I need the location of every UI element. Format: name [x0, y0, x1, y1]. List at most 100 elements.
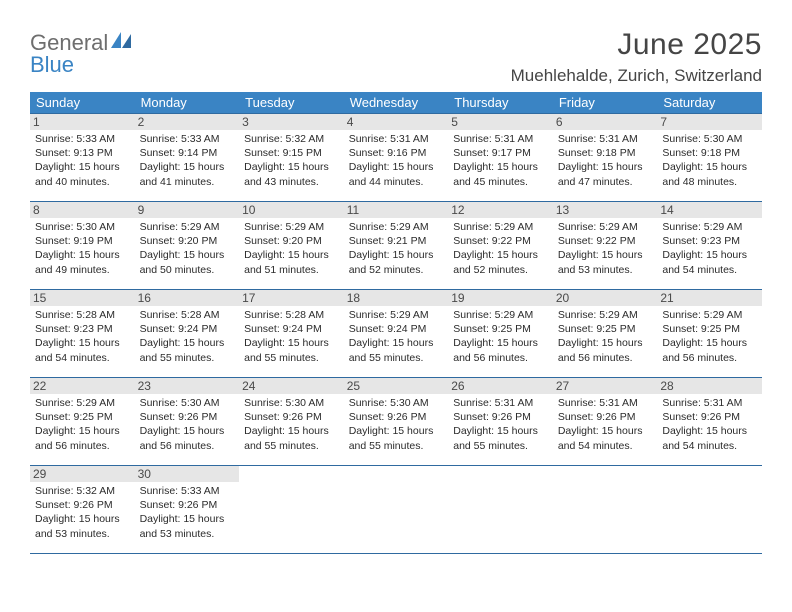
day-number: 15: [30, 290, 135, 306]
calendar-week-row: 8 Sunrise: 5:30 AMSunset: 9:19 PMDaylight…: [30, 202, 762, 290]
location-text: Muehlehalde, Zurich, Switzerland: [511, 66, 762, 86]
day-number: 22: [30, 378, 135, 394]
calendar-day-cell: 14 Sunrise: 5:29 AMSunset: 9:23 PMDayligh…: [657, 202, 762, 290]
day-number: 9: [135, 202, 240, 218]
calendar-day-cell: 24Sunrise: 5:30 AMSunset: 9:26 PMDayligh…: [239, 378, 344, 466]
day-details: Sunrise: 5:29 AMSunset: 9:22 PMDaylight:…: [453, 220, 548, 277]
day-details: Sunrise: 5:29 AMSunset: 9:25 PMDaylight:…: [662, 308, 757, 365]
calendar-body: 1Sunrise: 5:33 AMSunset: 9:13 PMDaylight…: [30, 114, 762, 554]
weekday-header: Sunday: [30, 92, 135, 114]
weekday-header: Monday: [135, 92, 240, 114]
day-number: 10: [239, 202, 344, 218]
day-details: Sunrise: 5:29 AMSunset: 9:20 PMDaylight:…: [244, 220, 339, 277]
day-details: Sunrise: 5:29 AMSunset: 9:22 PMDaylight:…: [558, 220, 653, 277]
calendar-day-cell: 3Sunrise: 5:32 AMSunset: 9:15 PMDaylight…: [239, 114, 344, 202]
day-number: 30: [135, 466, 240, 482]
calendar-empty-cell: [448, 466, 553, 554]
day-number: 1: [30, 114, 135, 130]
day-details: Sunrise: 5:30 AMSunset: 9:26 PMDaylight:…: [244, 396, 339, 453]
day-number: 17: [239, 290, 344, 306]
day-details: Sunrise: 5:30 AMSunset: 9:26 PMDaylight:…: [140, 396, 235, 453]
day-details: Sunrise: 5:31 AMSunset: 9:17 PMDaylight:…: [453, 132, 548, 189]
calendar-day-cell: 16 Sunrise: 5:28 AMSunset: 9:24 PMDayligh…: [135, 290, 240, 378]
logo-text: General Blue: [30, 32, 133, 76]
calendar-day-cell: 4Sunrise: 5:31 AMSunset: 9:16 PMDaylight…: [344, 114, 449, 202]
day-details: Sunrise: 5:29 AMSunset: 9:20 PMDaylight:…: [140, 220, 235, 277]
logo-line2: Blue: [30, 52, 74, 77]
day-details: Sunrise: 5:29 AMSunset: 9:25 PMDaylight:…: [453, 308, 548, 365]
calendar-day-cell: 27 Sunrise: 5:31 AMSunset: 9:26 PMDayligh…: [553, 378, 658, 466]
day-number: 18: [344, 290, 449, 306]
day-number: 13: [553, 202, 658, 218]
calendar-day-cell: 8 Sunrise: 5:30 AMSunset: 9:19 PMDaylight…: [30, 202, 135, 290]
day-number: 19: [448, 290, 553, 306]
logo-sail-icon: [111, 30, 133, 55]
day-number: 29: [30, 466, 135, 482]
weekday-header: Wednesday: [344, 92, 449, 114]
calendar-week-row: 29 Sunrise: 5:32 AMSunset: 9:26 PMDayligh…: [30, 466, 762, 554]
day-number: 2: [135, 114, 240, 130]
day-number: 16: [135, 290, 240, 306]
calendar-day-cell: 2 Sunrise: 5:33 AMSunset: 9:14 PMDaylight…: [135, 114, 240, 202]
day-details: Sunrise: 5:28 AMSunset: 9:24 PMDaylight:…: [244, 308, 339, 365]
day-details: Sunrise: 5:30 AMSunset: 9:19 PMDaylight:…: [35, 220, 130, 277]
calendar-day-cell: 25Sunrise: 5:30 AMSunset: 9:26 PMDayligh…: [344, 378, 449, 466]
calendar-day-cell: 6 Sunrise: 5:31 AMSunset: 9:18 PMDaylight…: [553, 114, 658, 202]
weekday-header: Thursday: [448, 92, 553, 114]
calendar-day-cell: 26 Sunrise: 5:31 AMSunset: 9:26 PMDayligh…: [448, 378, 553, 466]
weekday-header: Friday: [553, 92, 658, 114]
day-details: Sunrise: 5:29 AMSunset: 9:24 PMDaylight:…: [349, 308, 444, 365]
calendar-week-row: 1Sunrise: 5:33 AMSunset: 9:13 PMDaylight…: [30, 114, 762, 202]
calendar-day-cell: 22Sunrise: 5:29 AMSunset: 9:25 PMDayligh…: [30, 378, 135, 466]
day-details: Sunrise: 5:29 AMSunset: 9:21 PMDaylight:…: [349, 220, 444, 277]
day-number: 27: [553, 378, 658, 394]
calendar-day-cell: 18 Sunrise: 5:29 AMSunset: 9:24 PMDayligh…: [344, 290, 449, 378]
page-title: June 2025: [511, 28, 762, 62]
calendar-empty-cell: [239, 466, 344, 554]
calendar-week-row: 22Sunrise: 5:29 AMSunset: 9:25 PMDayligh…: [30, 378, 762, 466]
day-number: 26: [448, 378, 553, 394]
day-details: Sunrise: 5:29 AMSunset: 9:25 PMDaylight:…: [558, 308, 653, 365]
day-details: Sunrise: 5:29 AMSunset: 9:23 PMDaylight:…: [662, 220, 757, 277]
day-number: 25: [344, 378, 449, 394]
calendar-empty-cell: [344, 466, 449, 554]
calendar-day-cell: 28Sunrise: 5:31 AMSunset: 9:26 PMDayligh…: [657, 378, 762, 466]
day-number: 6: [553, 114, 658, 130]
day-details: Sunrise: 5:31 AMSunset: 9:18 PMDaylight:…: [558, 132, 653, 189]
calendar-day-cell: 9 Sunrise: 5:29 AMSunset: 9:20 PMDaylight…: [135, 202, 240, 290]
day-number: 12: [448, 202, 553, 218]
day-details: Sunrise: 5:28 AMSunset: 9:24 PMDaylight:…: [140, 308, 235, 365]
calendar-day-cell: 17 Sunrise: 5:28 AMSunset: 9:24 PMDayligh…: [239, 290, 344, 378]
calendar-page: General Blue June 2025 Muehlehalde, Zuri…: [0, 0, 792, 564]
day-number: 11: [344, 202, 449, 218]
calendar-day-cell: 19 Sunrise: 5:29 AMSunset: 9:25 PMDayligh…: [448, 290, 553, 378]
day-number: 3: [239, 114, 344, 130]
day-number: 23: [135, 378, 240, 394]
calendar-day-cell: 20 Sunrise: 5:29 AMSunset: 9:25 PMDayligh…: [553, 290, 658, 378]
weekday-header: Saturday: [657, 92, 762, 114]
day-details: Sunrise: 5:28 AMSunset: 9:23 PMDaylight:…: [35, 308, 130, 365]
day-number: 20: [553, 290, 658, 306]
day-number: 7: [657, 114, 762, 130]
day-number: 8: [30, 202, 135, 218]
day-details: Sunrise: 5:32 AMSunset: 9:26 PMDaylight:…: [35, 484, 130, 541]
day-details: Sunrise: 5:30 AMSunset: 9:18 PMDaylight:…: [662, 132, 757, 189]
title-block: June 2025 Muehlehalde, Zurich, Switzerla…: [511, 28, 762, 86]
day-number: 4: [344, 114, 449, 130]
calendar-day-cell: 21 Sunrise: 5:29 AMSunset: 9:25 PMDayligh…: [657, 290, 762, 378]
calendar-day-cell: 30Sunrise: 5:33 AMSunset: 9:26 PMDayligh…: [135, 466, 240, 554]
day-details: Sunrise: 5:31 AMSunset: 9:26 PMDaylight:…: [558, 396, 653, 453]
calendar-day-cell: 11 Sunrise: 5:29 AMSunset: 9:21 PMDayligh…: [344, 202, 449, 290]
calendar-day-cell: 10 Sunrise: 5:29 AMSunset: 9:20 PMDayligh…: [239, 202, 344, 290]
calendar-day-cell: 1Sunrise: 5:33 AMSunset: 9:13 PMDaylight…: [30, 114, 135, 202]
calendar-day-cell: 23 Sunrise: 5:30 AMSunset: 9:26 PMDayligh…: [135, 378, 240, 466]
day-details: Sunrise: 5:33 AMSunset: 9:14 PMDaylight:…: [140, 132, 235, 189]
calendar-empty-cell: [553, 466, 658, 554]
calendar-day-cell: 7 Sunrise: 5:30 AMSunset: 9:18 PMDaylight…: [657, 114, 762, 202]
day-number: 21: [657, 290, 762, 306]
logo: General Blue: [30, 32, 133, 76]
calendar-day-cell: 15 Sunrise: 5:28 AMSunset: 9:23 PMDayligh…: [30, 290, 135, 378]
day-number: 14: [657, 202, 762, 218]
day-details: Sunrise: 5:31 AMSunset: 9:26 PMDaylight:…: [453, 396, 548, 453]
day-details: Sunrise: 5:31 AMSunset: 9:26 PMDaylight:…: [662, 396, 757, 453]
